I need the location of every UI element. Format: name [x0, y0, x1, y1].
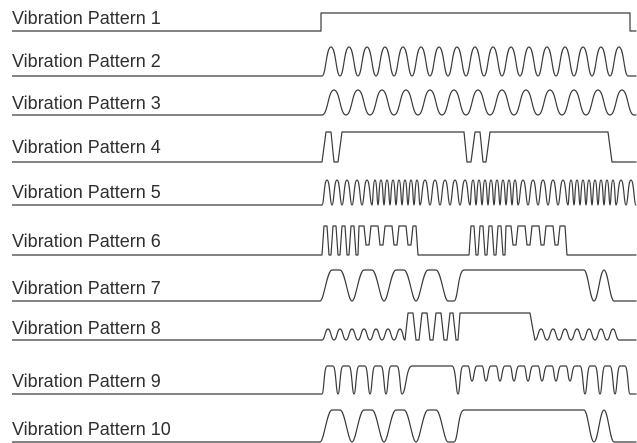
pattern-row-8: Vibration Pattern 8	[12, 312, 637, 341]
pattern-label-8: Vibration Pattern 8	[12, 318, 161, 338]
pattern-label-9: Vibration Pattern 9	[12, 371, 161, 391]
pattern-row-7: Vibration Pattern 7	[12, 269, 637, 302]
waveform-3	[321, 89, 637, 116]
pattern-row-10: Vibration Pattern 10	[12, 409, 637, 443]
pattern-row-6: Vibration Pattern 6	[12, 225, 637, 256]
pattern-label-6: Vibration Pattern 6	[12, 231, 161, 251]
pattern-row-4: Vibration Pattern 4	[12, 131, 637, 163]
waveform-10	[319, 409, 637, 443]
pattern-row-1: Vibration Pattern 1	[12, 8, 637, 32]
waveform-8	[321, 312, 637, 341]
waveform-9	[321, 365, 637, 395]
waveform-7	[319, 269, 637, 302]
pattern-label-10: Vibration Pattern 10	[12, 419, 171, 439]
waveform-6	[321, 225, 637, 256]
pattern-label-4: Vibration Pattern 4	[12, 137, 161, 157]
pattern-label-5: Vibration Pattern 5	[12, 182, 161, 202]
pattern-row-2: Vibration Pattern 2	[12, 46, 637, 77]
pattern-row-9: Vibration Pattern 9	[12, 365, 637, 395]
pattern-row-5: Vibration Pattern 5	[12, 179, 637, 206]
pattern-label-3: Vibration Pattern 3	[12, 93, 161, 113]
waveform-1	[320, 12, 637, 32]
pattern-row-3: Vibration Pattern 3	[12, 89, 637, 116]
pattern-label-7: Vibration Pattern 7	[12, 278, 161, 298]
waveform-4	[321, 131, 637, 163]
pattern-label-1: Vibration Pattern 1	[12, 8, 161, 28]
waveform-5	[321, 179, 637, 206]
pattern-label-2: Vibration Pattern 2	[12, 51, 161, 71]
waveform-2	[321, 46, 637, 77]
